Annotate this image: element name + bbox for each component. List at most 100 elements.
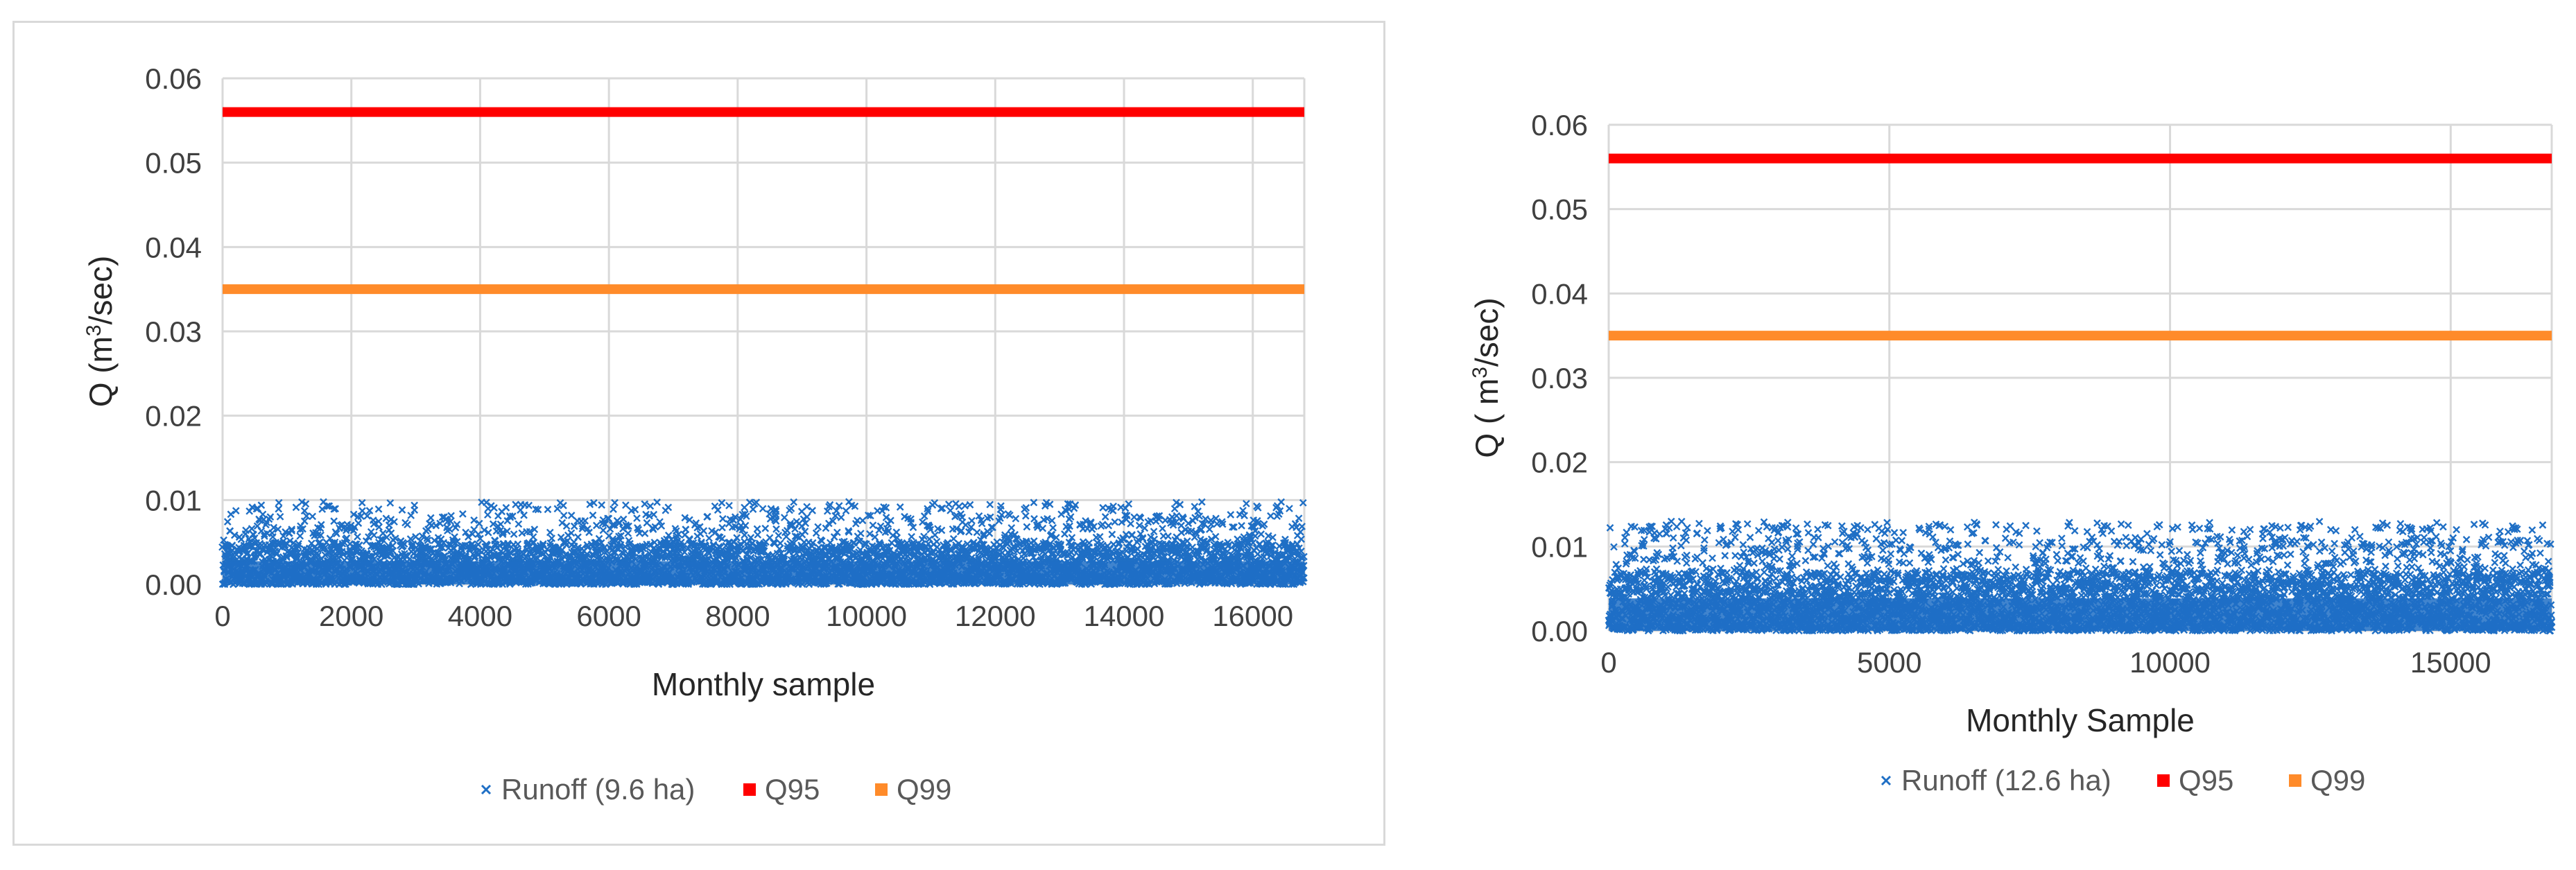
runoff-point [624,529,632,537]
runoff-point [968,516,976,525]
runoff-point [625,522,632,530]
runoff-point [738,525,747,534]
runoff-point [379,535,386,543]
runoff-point [1135,521,1143,530]
runoff-point [1243,500,1250,507]
runoff-point [703,513,711,521]
y-tick-label: 0.02 [145,400,202,433]
runoff-point [738,510,747,519]
runoff-point [782,532,790,541]
runoff-point [772,525,780,533]
runoff-point [347,521,355,530]
runoff-point [656,518,664,526]
runoff-point [967,523,975,531]
runoff-point [998,511,1005,519]
runoff-point [598,501,606,509]
runoff-point [882,514,890,521]
runoff-point [856,546,864,554]
runoff-point [920,532,928,541]
runoff-point [931,499,939,507]
x-tick-label: 0 [214,600,230,632]
runoff-point [242,526,250,534]
runoff-point [1030,515,1038,523]
runoff-point [592,521,600,530]
runoff-point [508,512,517,520]
runoff-point [719,515,727,523]
runoff-point [837,514,845,521]
runoff-point [553,505,562,513]
runoff-point [365,533,372,541]
runoff-point [718,499,726,507]
runoff-point [530,525,539,533]
runoff-point [1203,538,1211,546]
runoff-point [1176,501,1184,509]
runoff-point [944,539,952,547]
runoff-point [646,502,655,510]
runoff-point [526,528,534,536]
y-tick-label: 0.00 [145,568,202,601]
runoff-point [989,523,996,532]
chart-left: 0.00 0.01 0.02 0.03 0.04 0.05 0.06 0 2000 4000 600… [12,21,1385,846]
runoff-point [483,511,492,519]
runoff-point [924,507,932,515]
runoff-point [398,506,406,514]
runoff-point [610,521,619,529]
runoff-point [470,516,478,524]
x-tick-label: 16000 [1212,600,1293,632]
runoff-point [985,530,994,537]
runoff-point [525,501,533,510]
runoff-point [436,519,444,528]
runoff-point [622,501,630,510]
runoff-point [520,511,528,519]
runoff-point [893,534,901,541]
y-tick-label: 0.05 [145,147,202,180]
runoff-point [223,518,232,525]
runoff-point [1076,543,1084,551]
runoff-point [1183,537,1191,545]
runoff-point [1234,535,1241,543]
runoff-point [926,535,933,543]
runoff-point [953,512,960,519]
runoff-point [1202,515,1209,523]
runoff-point [548,534,556,542]
runoff-point [1021,512,1030,520]
runoff-point [323,502,331,510]
runoff-point [753,525,761,533]
runoff-point [653,498,661,506]
runoff-point [1218,541,1226,550]
runoff-point [257,501,266,510]
runoff-point [966,501,974,509]
runoff-point [296,532,304,540]
runoff-point [741,503,748,512]
runoff-point [451,533,458,541]
runoff-point [745,498,754,506]
runoff-point [465,533,472,541]
runoff-point [266,513,275,521]
runoff-point [579,522,587,530]
runoff-point [307,539,315,548]
runoff-point [978,519,986,528]
runoff-point [288,527,296,535]
runoff-point [633,514,641,522]
runoff-point [791,525,799,533]
runoff-point [560,501,567,510]
runoff-point [300,507,309,515]
runoff-point [276,512,284,521]
runoff-point [1207,535,1216,543]
runoff-point [318,505,327,513]
runoff-point [273,549,281,557]
x-tick-label: 14000 [1084,600,1165,632]
runoff-point [590,499,598,507]
runoff-point [424,537,432,544]
runoff-point [705,534,714,542]
runoff-point [483,498,490,507]
runoff-point [770,538,778,546]
runoff-point [363,512,372,520]
runoff-point [1198,525,1206,534]
runoff-point [759,505,767,513]
runoff-point [1052,534,1060,541]
runoff-point [611,498,619,507]
x-tick-label: 12000 [955,600,1036,632]
runoff-point [994,551,1003,559]
y-tick-label: 0.03 [145,315,202,348]
